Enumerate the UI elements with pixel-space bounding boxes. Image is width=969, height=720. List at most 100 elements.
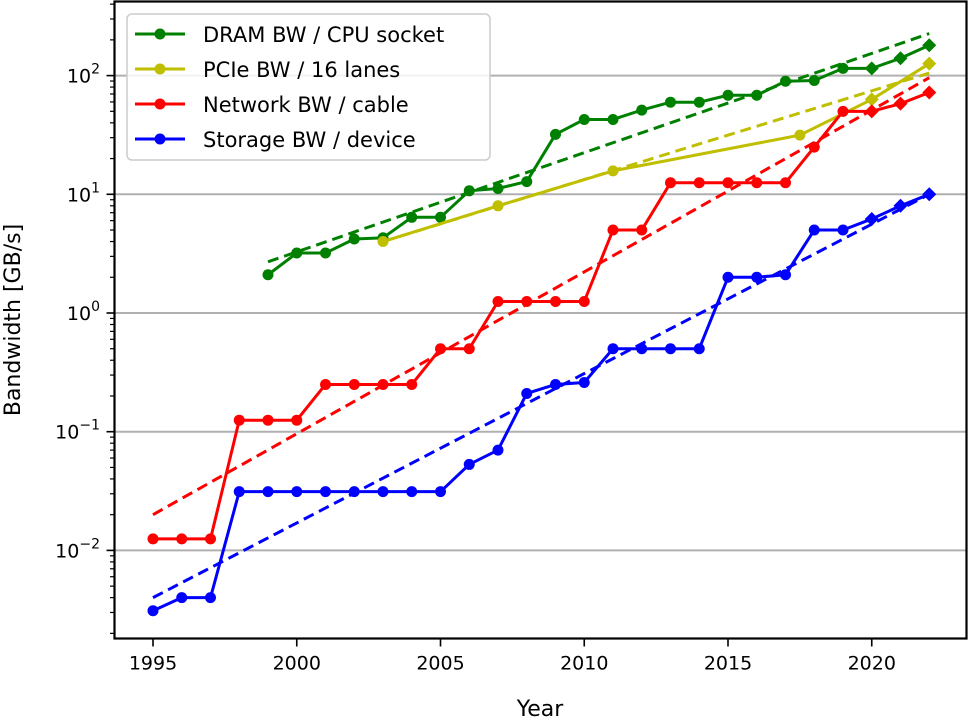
x-axis: 1995 2000 2005 2010 2015 2020 xyxy=(129,638,896,675)
data-point xyxy=(780,269,791,281)
data-point xyxy=(262,269,274,281)
series-lines xyxy=(147,38,937,617)
data-point xyxy=(320,486,331,498)
data-point xyxy=(291,414,303,426)
data-point xyxy=(693,177,705,189)
y-axis-label: Bandwidth [GB/s] xyxy=(1,224,26,416)
data-point xyxy=(521,387,533,399)
data-point xyxy=(636,343,648,355)
data-point xyxy=(578,113,590,125)
data-point xyxy=(348,378,360,390)
x-tick-label: 2015 xyxy=(704,653,752,675)
series xyxy=(377,56,937,248)
x-tick-label: 2000 xyxy=(273,653,321,675)
legend-marker xyxy=(154,28,166,40)
data-point xyxy=(147,605,159,617)
legend-marker xyxy=(154,98,166,110)
data-point-projected xyxy=(893,96,908,111)
data-point-projected xyxy=(864,61,879,76)
series xyxy=(147,187,937,617)
data-point-projected xyxy=(922,85,937,100)
data-point xyxy=(262,414,274,426)
data-point xyxy=(492,200,504,212)
data-point xyxy=(492,295,504,307)
y-tick-label: 10−2 xyxy=(55,536,100,562)
data-point xyxy=(550,295,561,307)
data-point xyxy=(665,177,676,189)
legend-marker xyxy=(154,133,166,145)
y-tick-label: 10−1 xyxy=(55,418,100,444)
x-tick-label: 2005 xyxy=(416,653,464,675)
x-axis-label: Year xyxy=(516,697,565,720)
data-point xyxy=(463,343,475,355)
data-point xyxy=(463,458,475,470)
data-point xyxy=(320,378,331,390)
legend-box xyxy=(126,13,491,161)
x-tick-label: 2020 xyxy=(848,653,896,675)
data-point xyxy=(406,211,418,223)
fit-line xyxy=(152,192,930,599)
data-point xyxy=(435,343,446,355)
fit-line xyxy=(152,76,930,516)
data-point xyxy=(665,343,676,355)
data-point xyxy=(607,165,619,177)
data-point xyxy=(665,96,676,108)
data-point xyxy=(291,486,303,498)
plot-frame xyxy=(113,0,968,640)
data-point xyxy=(406,378,418,390)
data-point xyxy=(550,378,561,390)
legend-label: PCIe BW / 16 lanes xyxy=(203,58,400,82)
legend-label: Network BW / cable xyxy=(203,93,409,117)
data-point-projected xyxy=(893,51,908,66)
data-point xyxy=(780,177,791,189)
data-point xyxy=(722,177,734,189)
data-point-projected xyxy=(864,211,879,226)
data-point xyxy=(693,343,705,355)
data-point xyxy=(233,414,245,426)
data-point xyxy=(794,129,806,141)
series-line xyxy=(152,192,930,613)
data-point xyxy=(377,486,389,498)
data-point xyxy=(176,533,188,545)
data-point xyxy=(291,247,303,259)
data-point xyxy=(636,104,648,116)
data-point xyxy=(808,141,820,153)
data-point xyxy=(751,271,763,283)
data-point xyxy=(492,444,504,456)
data-point xyxy=(808,224,820,236)
data-point xyxy=(377,378,389,390)
data-point xyxy=(550,128,561,140)
data-point xyxy=(435,211,446,223)
data-point xyxy=(607,343,619,355)
legend: DRAM BW / CPU socket PCIe BW / 16 lanes Ne… xyxy=(126,13,491,161)
y-axis: 10−2 10−1 100 101 102 xyxy=(55,3,115,634)
legend-label: DRAM BW / CPU socket xyxy=(203,23,444,47)
fit-line xyxy=(267,32,930,264)
series xyxy=(147,85,937,545)
data-point xyxy=(837,62,849,74)
data-point xyxy=(320,247,331,259)
data-point xyxy=(837,105,849,117)
data-point xyxy=(205,533,216,545)
data-point xyxy=(348,233,360,245)
data-point-projected xyxy=(864,104,879,119)
series xyxy=(262,38,937,281)
data-point xyxy=(521,176,533,188)
data-point xyxy=(751,177,763,189)
data-point xyxy=(780,75,791,87)
series-line xyxy=(153,91,930,541)
legend-label: Storage BW / device xyxy=(203,128,416,152)
y-tick-label: 101 xyxy=(67,180,100,206)
data-point xyxy=(722,89,734,101)
data-point xyxy=(176,592,188,604)
data-point xyxy=(521,295,533,307)
data-point xyxy=(578,376,590,388)
data-point xyxy=(435,486,446,498)
data-point xyxy=(808,74,820,86)
data-point xyxy=(578,295,590,307)
data-point-projected xyxy=(922,38,937,53)
data-point xyxy=(837,224,849,236)
x-tick-label: 1995 xyxy=(129,653,177,675)
data-point xyxy=(636,224,648,236)
data-point xyxy=(607,224,619,236)
